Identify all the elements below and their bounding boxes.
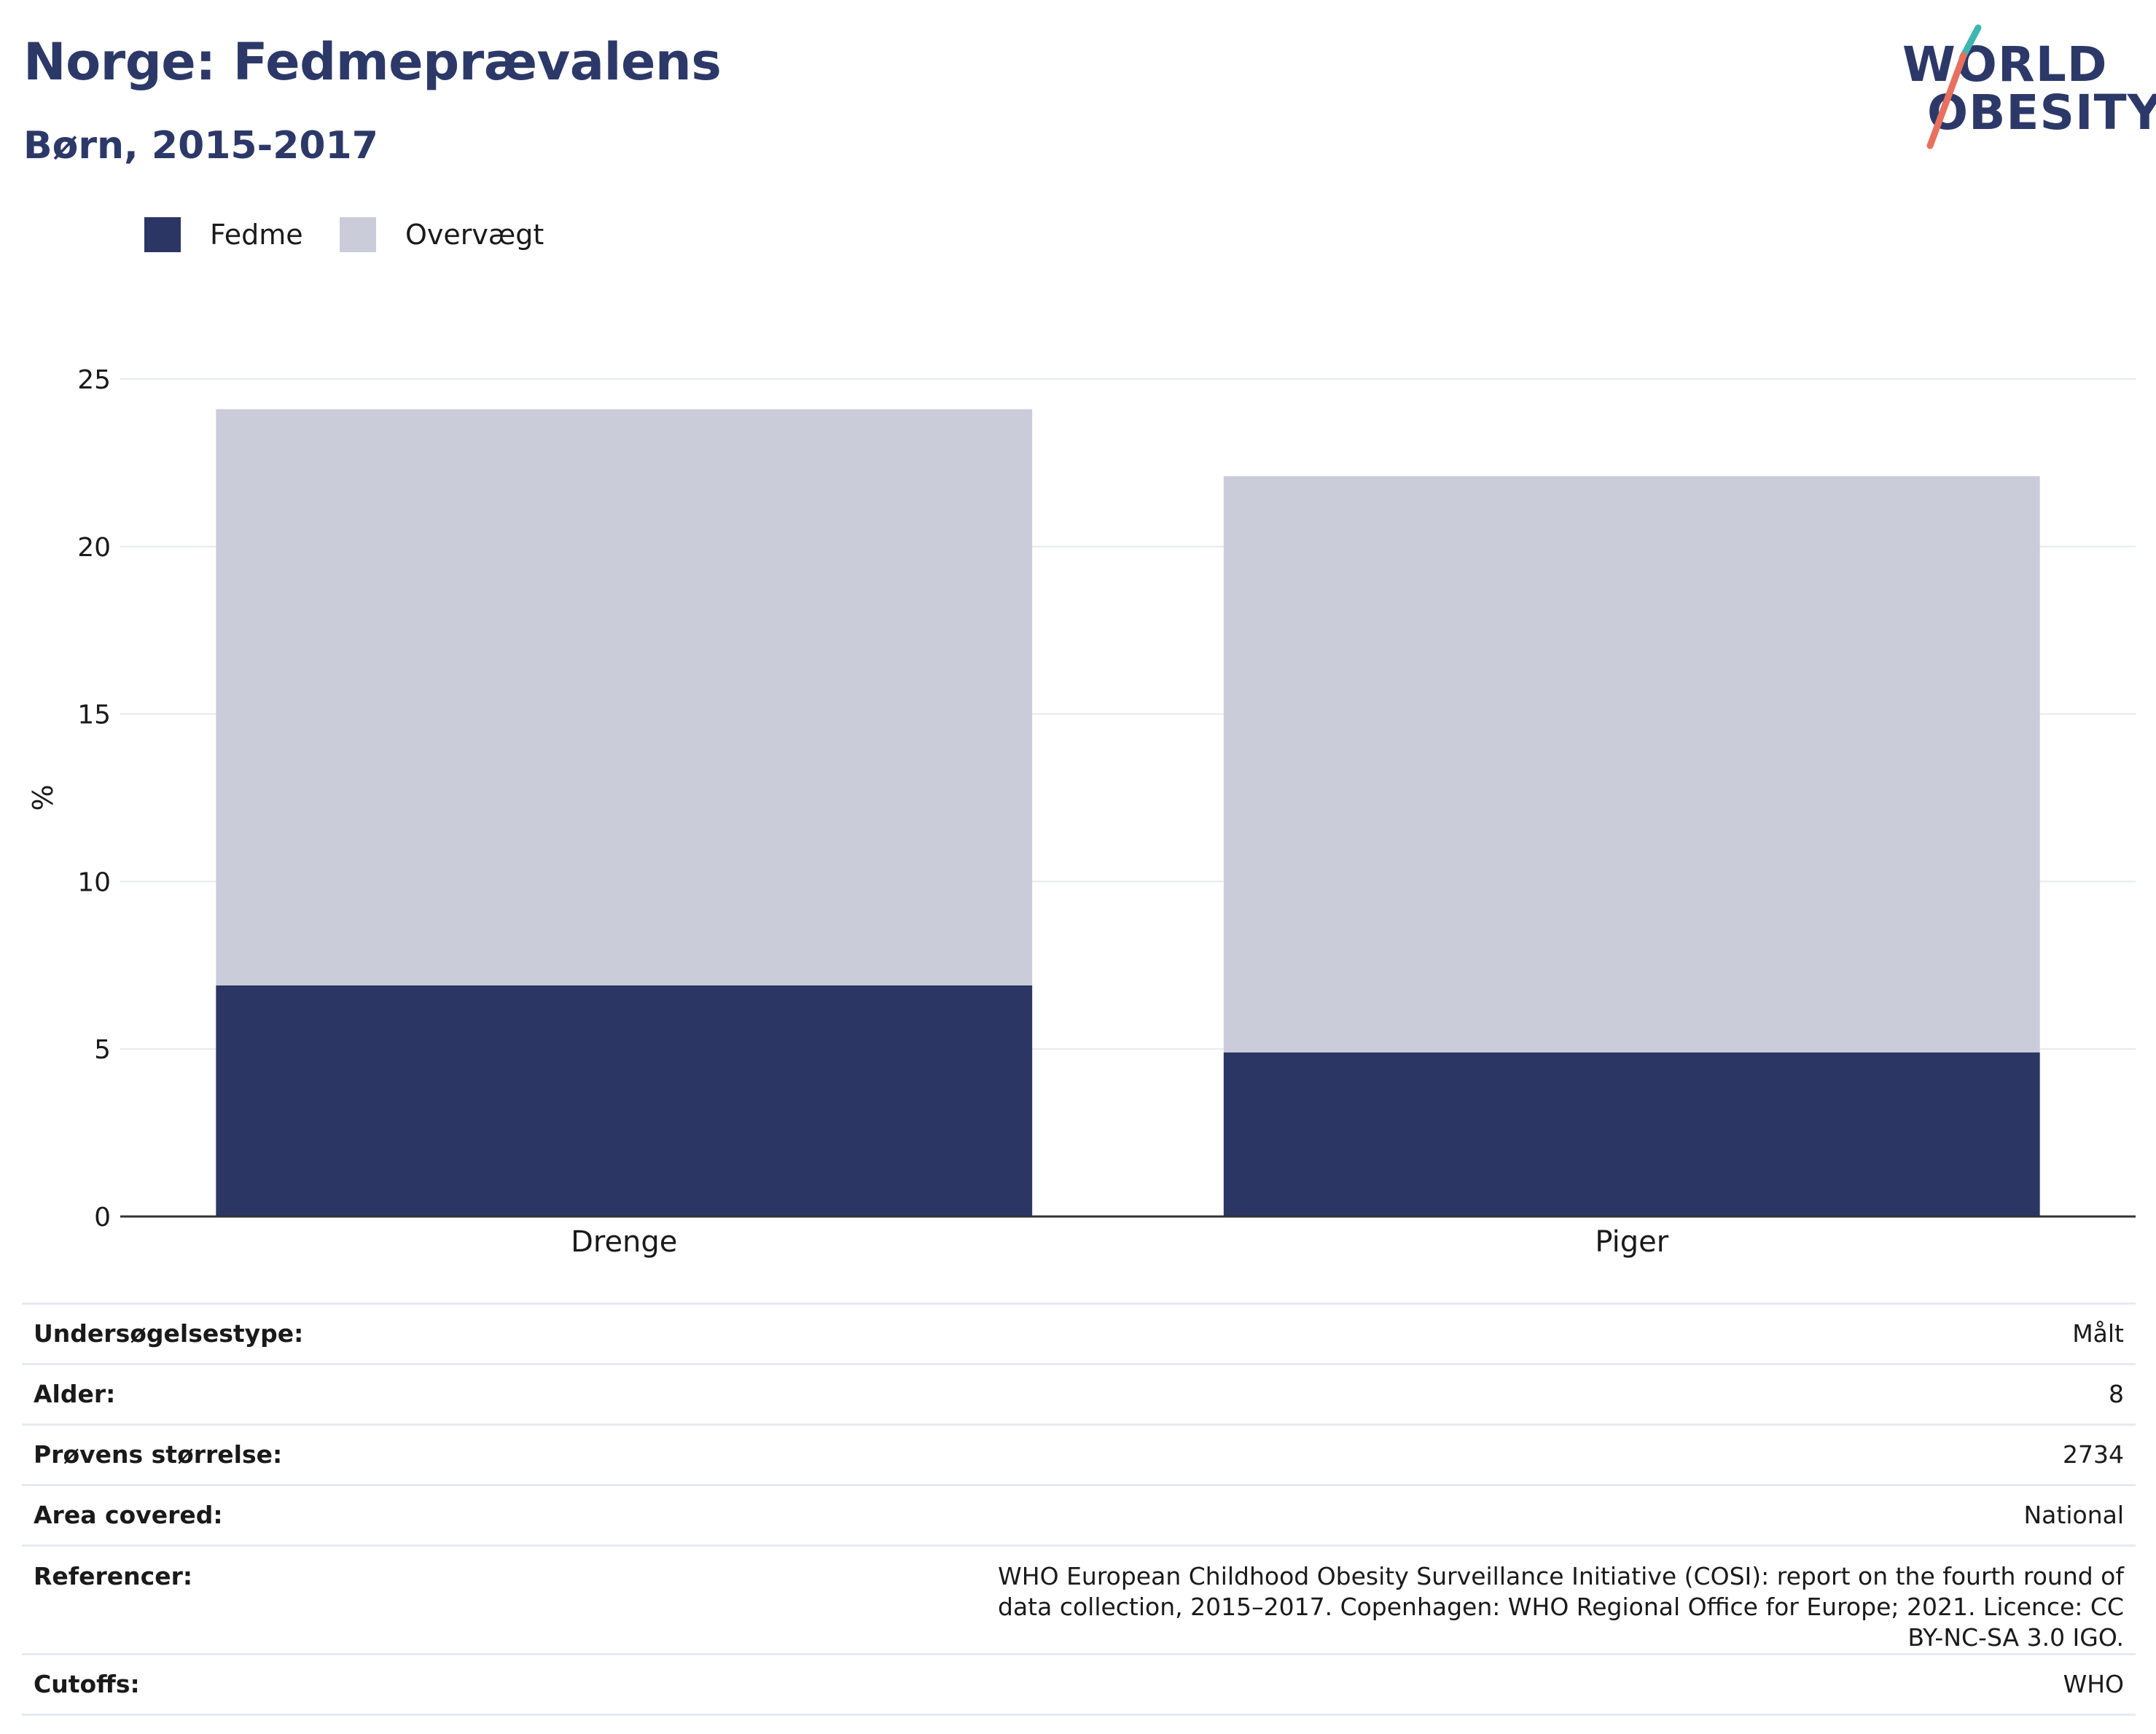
info-row-survey-type: Undersøgelsestype: Målt xyxy=(22,1303,2136,1364)
page-subtitle: Børn, 2015-2017 xyxy=(23,124,378,168)
logo-line-1: WORLD xyxy=(1902,36,2108,93)
y-tick-label: 20 xyxy=(77,533,111,563)
info-label: Area covered: xyxy=(22,1484,483,1546)
info-label: Referencer: xyxy=(22,1544,483,1655)
y-tick-label: 15 xyxy=(77,700,111,730)
info-label: Alder: xyxy=(22,1363,483,1425)
info-value: WHO European Childhood Obesity Surveilla… xyxy=(483,1544,2136,1655)
info-value: Målt xyxy=(483,1303,2136,1364)
page-title: Norge: Fedmeprævalens xyxy=(23,32,722,92)
info-label: Cutoffs: xyxy=(22,1653,483,1716)
legend-label-fedme: Fedme xyxy=(210,219,303,251)
world-obesity-logo: WORLD OBESITY xyxy=(1902,22,2156,153)
legend-swatch-fedme xyxy=(144,217,181,252)
logo-line-2: OBESITY xyxy=(1927,85,2156,141)
x-tick-label: Piger xyxy=(1595,1225,1668,1259)
x-tick-label: Drenge xyxy=(571,1225,677,1259)
info-value: 2734 xyxy=(483,1423,2136,1485)
bar-overvaegt xyxy=(1223,476,2040,1052)
info-value: National xyxy=(483,1484,2136,1546)
bar-fedme xyxy=(216,985,1033,1216)
info-row-sample-size: Prøvens størrelse: 2734 xyxy=(22,1423,2136,1485)
info-label: Prøvens størrelse: xyxy=(22,1423,483,1485)
legend-swatch-overvaegt xyxy=(340,217,376,252)
bar-fedme xyxy=(1223,1052,2040,1216)
info-value: WHO xyxy=(483,1653,2136,1716)
y-tick-label: 5 xyxy=(94,1035,111,1065)
info-row-age: Alder: 8 xyxy=(22,1363,2136,1425)
y-tick-label: 0 xyxy=(94,1203,111,1233)
info-label: Undersøgelsestype: xyxy=(22,1303,483,1364)
bar-overvaegt xyxy=(216,409,1033,985)
info-row-cutoffs: Cutoffs: WHO xyxy=(22,1653,2136,1716)
y-axis-label: % xyxy=(27,784,59,811)
info-value: 8 xyxy=(483,1363,2136,1425)
logo-slash-icon xyxy=(1926,24,1982,149)
y-tick-label: 25 xyxy=(77,365,111,395)
info-row-references: Referencer: WHO European Childhood Obesi… xyxy=(22,1544,2136,1655)
y-tick-label: 10 xyxy=(77,867,111,897)
info-table: Undersøgelsestype: Målt Alder: 8 Prøvens… xyxy=(22,1303,2136,1716)
legend-label-overvaegt: Overvægt xyxy=(405,219,544,251)
info-row-area-covered: Area covered: National xyxy=(22,1484,2136,1546)
stacked-bar-chart: 0 5 10 15 20 25% Drenge Piger xyxy=(27,365,2136,1259)
